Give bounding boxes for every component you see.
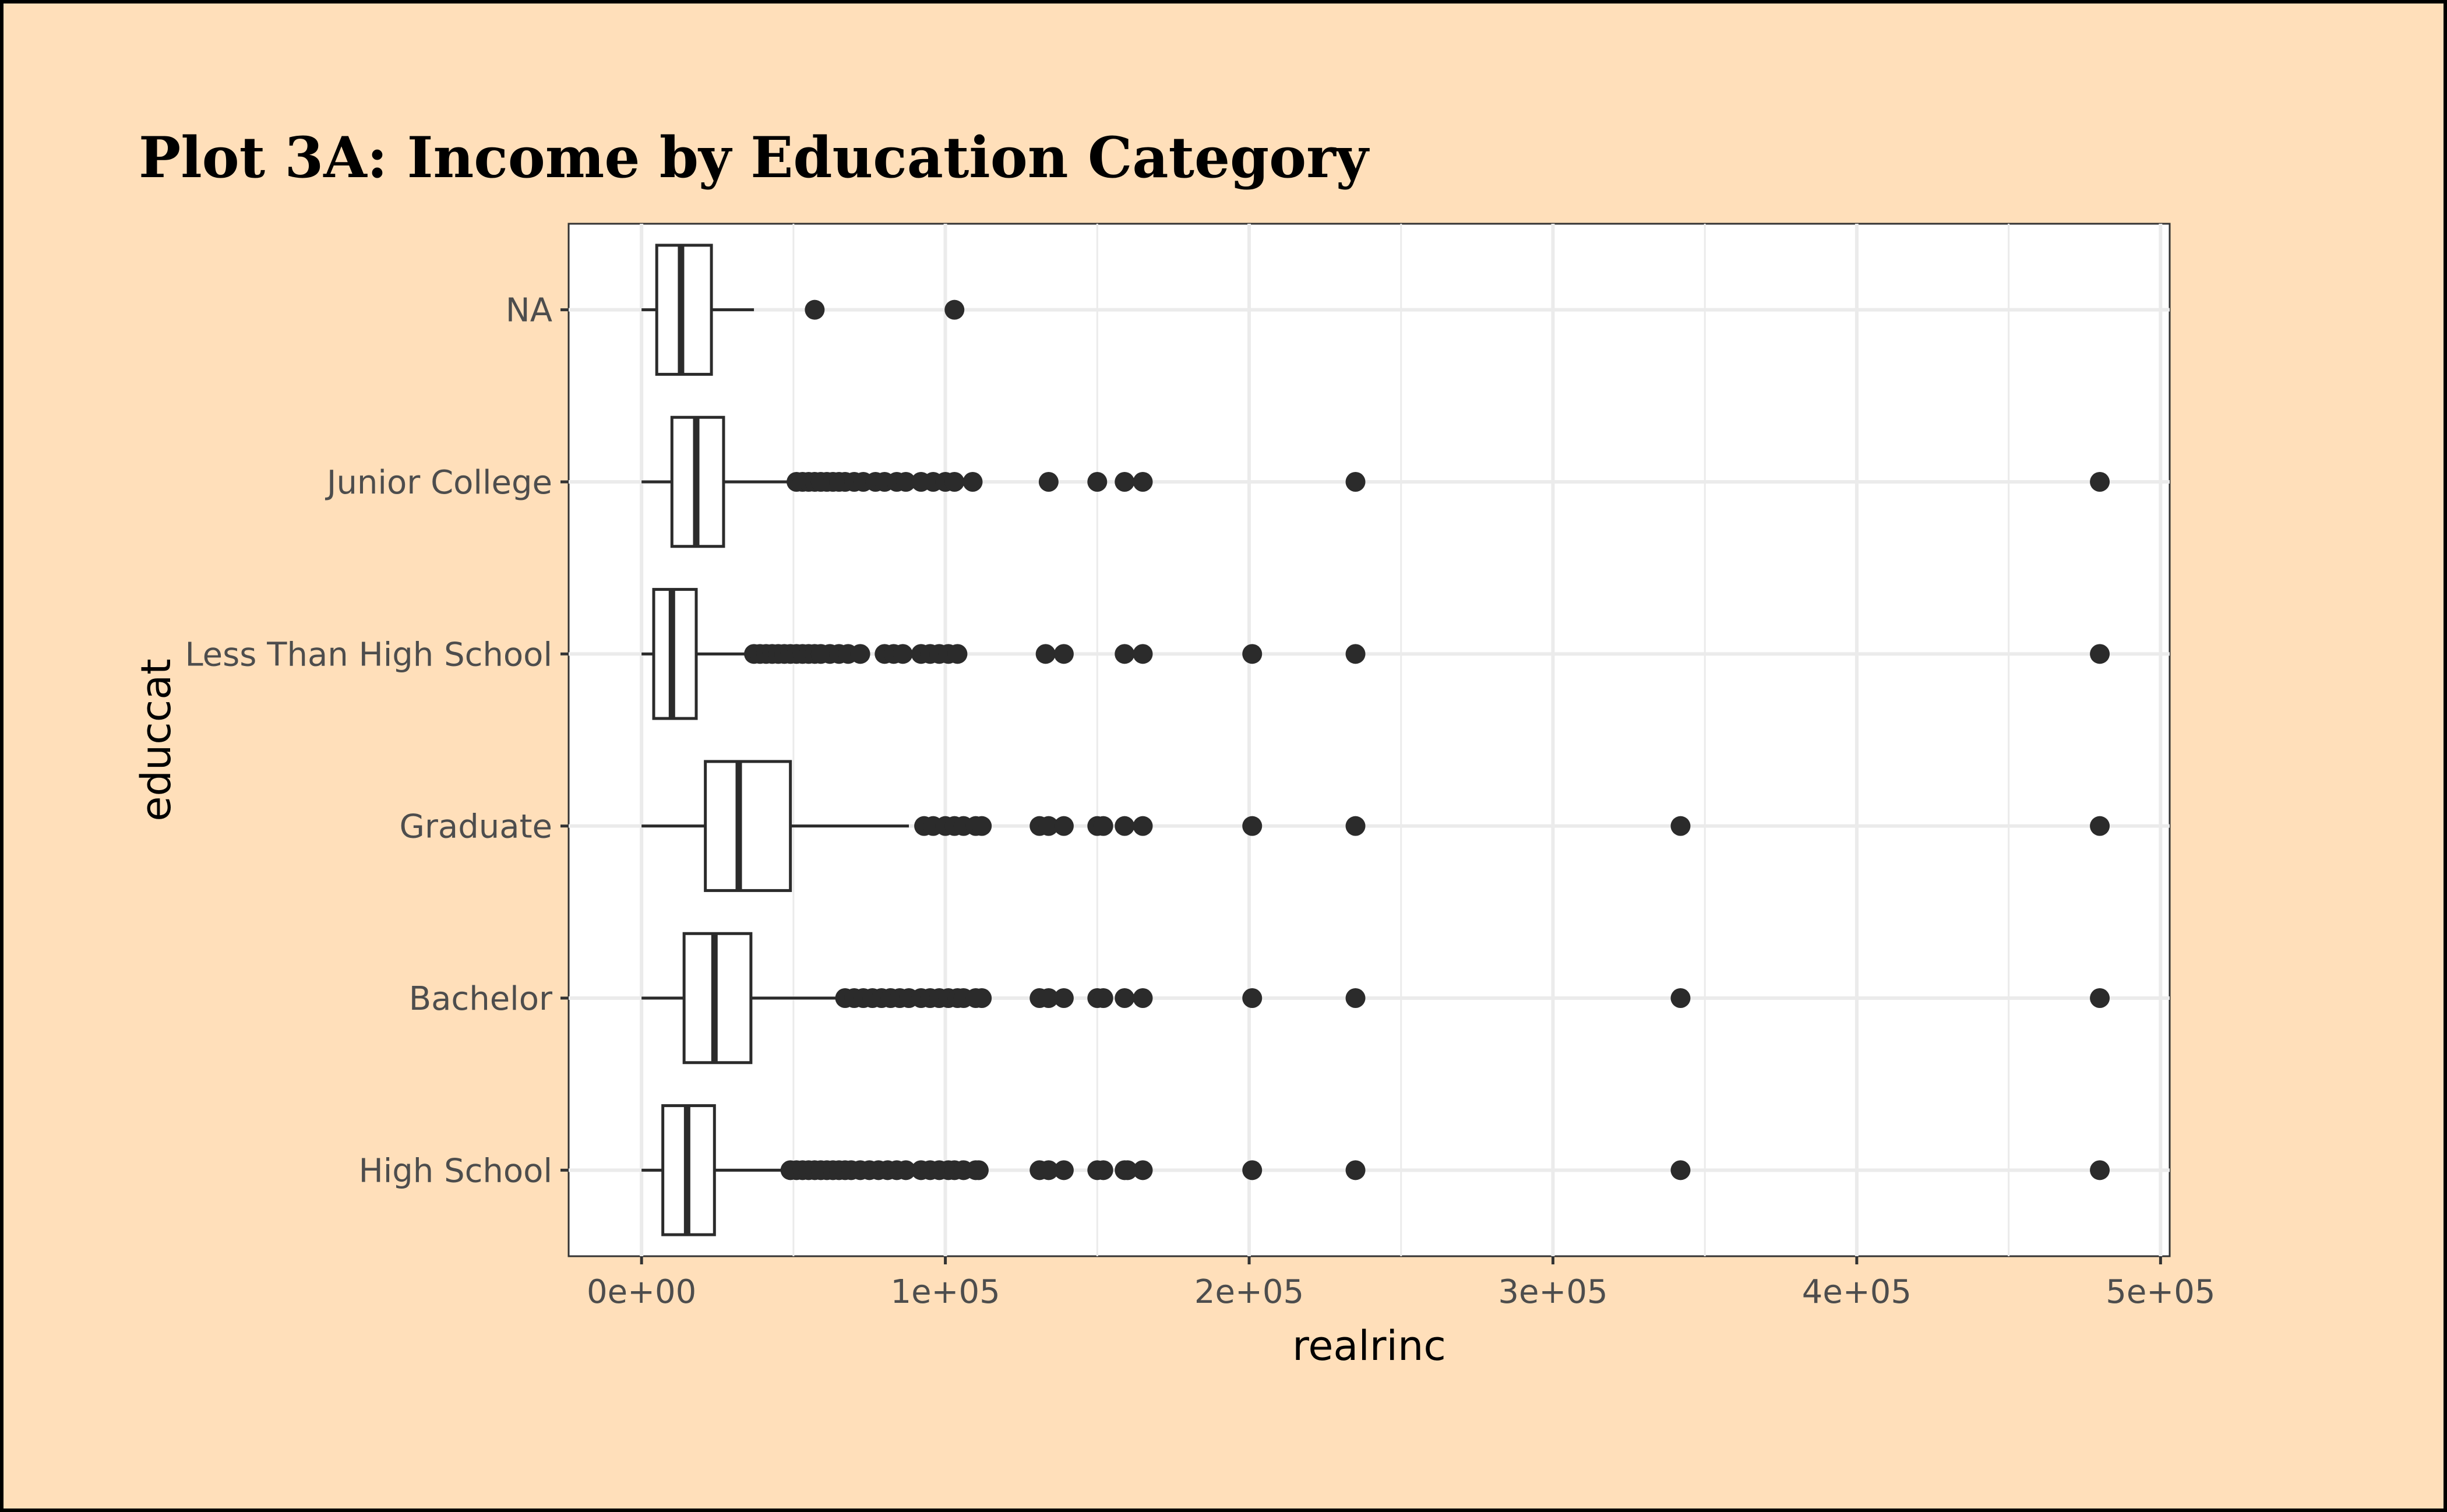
outlier-point [893,644,913,664]
outlier-point [944,472,965,492]
outlier-point [947,644,968,664]
outlier-point [1133,644,1153,664]
outlier-point [1133,472,1153,492]
outlier-point [1345,988,1366,1008]
boxplot-junior-college [641,415,2110,548]
outlier-point [1093,1160,1113,1180]
x-tick-label: 3e+05 [1498,1273,1607,1311]
y-tick-label: Less Than High School [185,636,552,674]
outlier-point [1038,1160,1059,1180]
outlier-point [2090,816,2110,836]
x-tick-label: 4e+05 [1802,1273,1912,1311]
outlier-point [1345,472,1366,492]
outlier-point [962,472,983,492]
x-tick-label: 5e+05 [2106,1273,2215,1311]
plot-panel [567,223,2171,1257]
outlier-point [1093,816,1113,836]
outlier-point [1115,472,1135,492]
x-tick-label: 1e+05 [890,1273,1000,1311]
iqr-box [704,760,792,892]
outlier-point [1133,1160,1153,1180]
outlier-point [1345,644,1366,664]
outlier-point [805,299,825,320]
boxplot-high-school [641,1104,2110,1236]
outlier-point [1087,472,1108,492]
axis-layer: High School Bachelor Graduate Less Than Hig… [185,292,2215,1311]
outlier-point [944,299,965,320]
outlier-point [1345,1160,1366,1180]
outlier-point [972,988,992,1008]
x-axis-title: realrinc [1292,1322,1446,1370]
outlier-point [1242,988,1263,1008]
y-tick-label: NA [506,292,552,330]
outlier-point [1117,1160,1138,1180]
boxplot-na [641,244,965,376]
outlier-point [1242,644,1263,664]
y-axis-title: educcat [132,658,180,821]
outlier-point [1345,816,1366,836]
x-tick-label: 0e+00 [587,1273,696,1311]
outlier-point [2090,1160,2110,1180]
boxplot-bachelor [641,932,2110,1065]
outlier-point [1115,988,1135,1008]
boxplot-graduate [641,760,2110,892]
outlier-point [1242,1160,1263,1180]
outlier-point [1242,816,1263,836]
outlier-point [1038,472,1059,492]
outlier-point [972,816,992,836]
outlier-point [1133,816,1153,836]
outlier-point [1670,816,1691,836]
outlier-point [1038,988,1059,1008]
outlier-point [1670,1160,1691,1180]
outlier-point [1053,1160,1074,1180]
outlier-point [1053,644,1074,664]
outlier-point [2090,472,2110,492]
y-tick-label: Graduate [400,808,553,846]
chart-svg: Plot 3A: Income by Education Category Hi… [132,125,2215,1370]
x-tick-label: 2e+05 [1194,1273,1304,1311]
outlier-point [895,472,916,492]
outlier-point [1053,816,1074,836]
boxplot-less-than-high-school [641,588,2110,720]
outlier-point [850,644,870,664]
outlier-point [968,1160,989,1180]
boxplot-layer [641,244,2110,1236]
outlier-point [1035,644,1056,664]
outlier-point [2090,644,2110,664]
outlier-point [895,1160,916,1180]
y-tick-label: Bachelor [409,980,553,1018]
y-tick-label: High School [359,1152,552,1190]
chart-title: Plot 3A: Income by Education Category [139,125,1370,191]
outlier-point [1115,644,1135,664]
outlier-point [1038,816,1059,836]
outlier-point [1053,988,1074,1008]
outlier-point [1133,988,1153,1008]
outlier-point [1115,816,1135,836]
outlier-point [2090,988,2110,1008]
outlier-point [1670,988,1691,1008]
y-tick-label: Junior College [325,464,552,502]
outlier-point [1093,988,1113,1008]
